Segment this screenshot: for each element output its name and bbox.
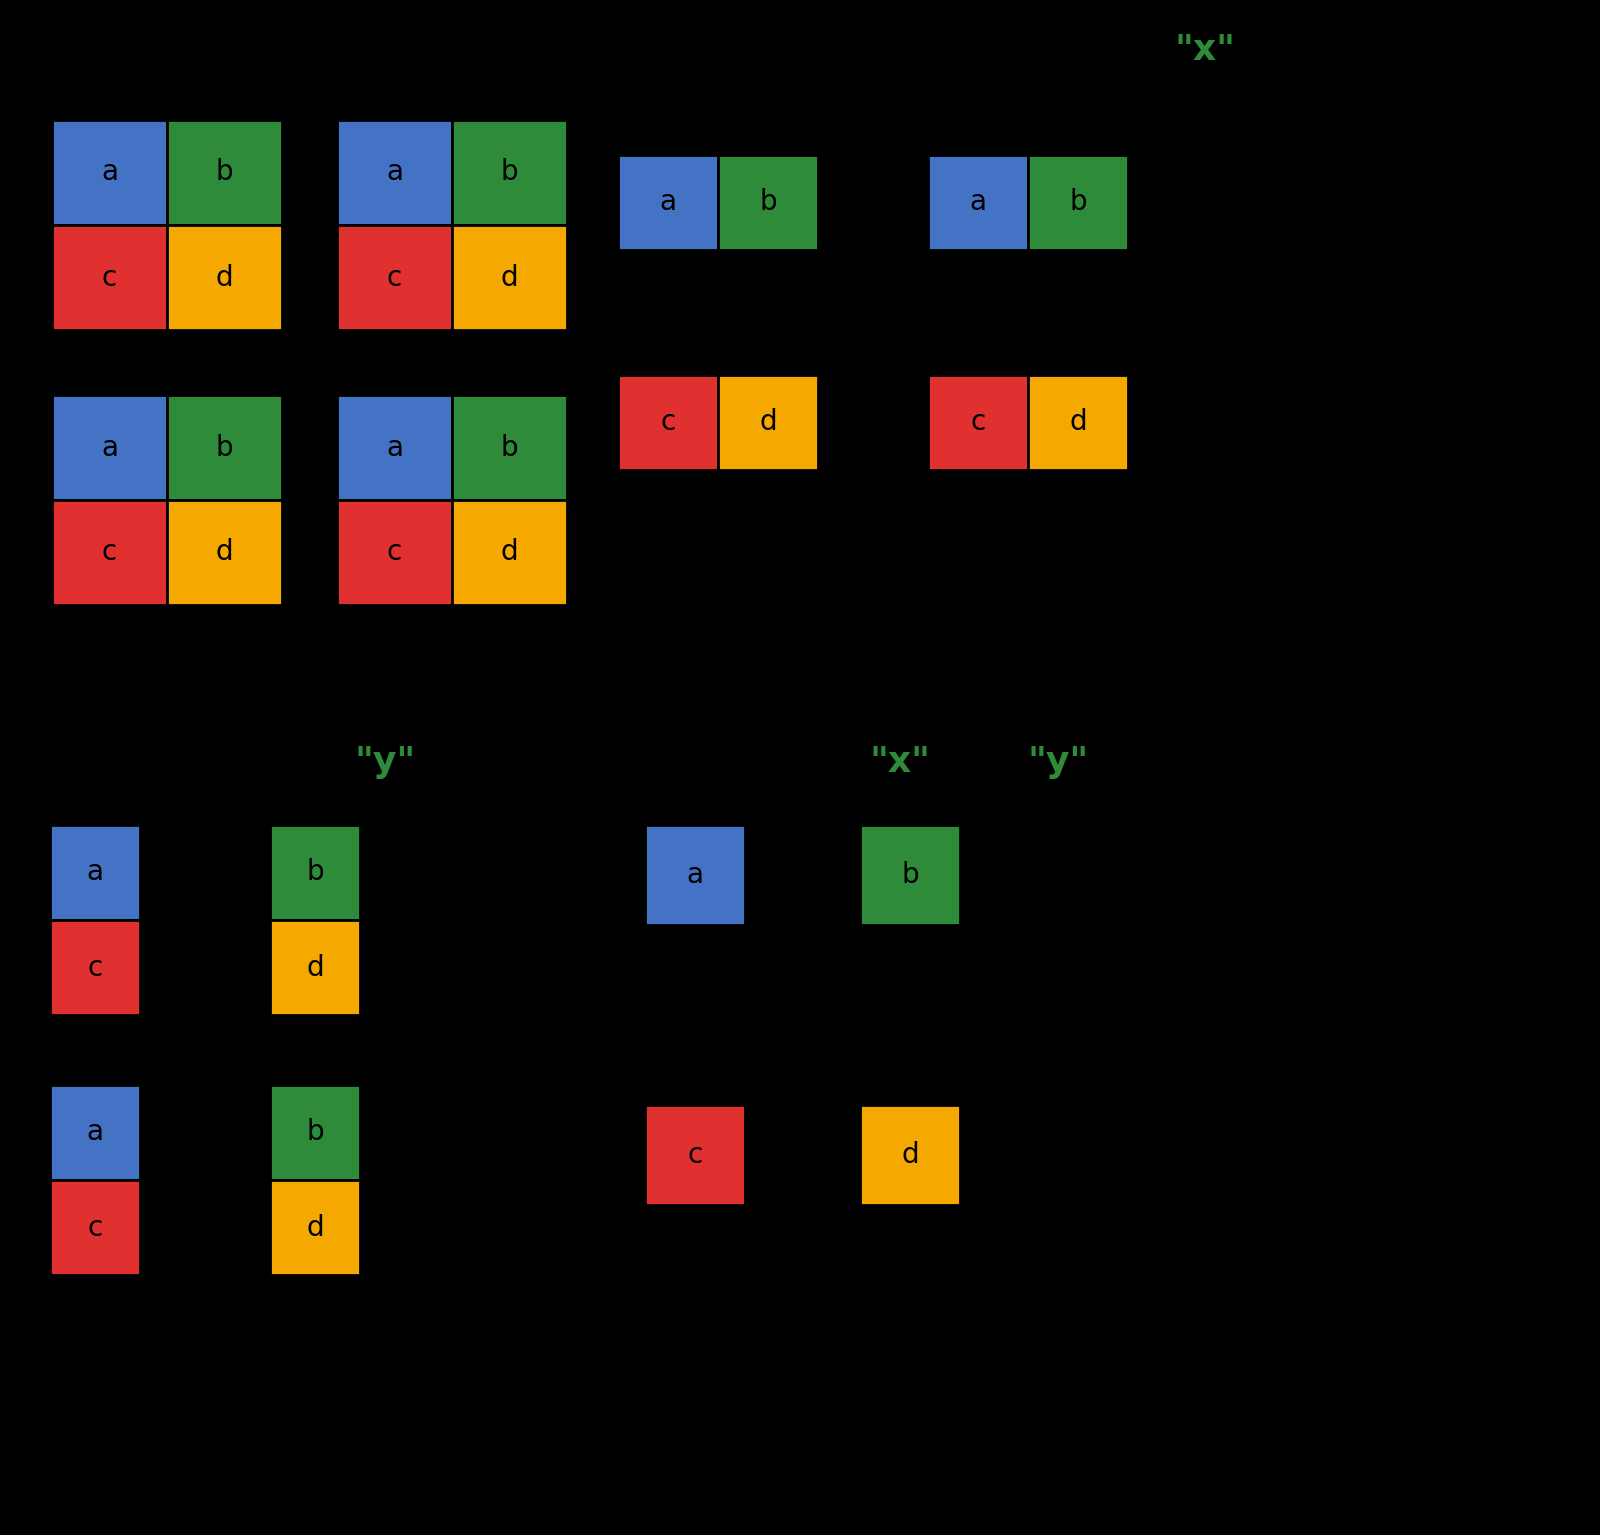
Bar xyxy=(166,226,282,330)
Bar xyxy=(166,120,282,226)
Bar xyxy=(453,394,566,500)
Bar xyxy=(861,824,960,926)
Text: "y": "y" xyxy=(1027,744,1088,778)
Bar xyxy=(453,120,566,226)
Text: a: a xyxy=(970,189,987,216)
Text: c: c xyxy=(102,264,117,292)
Bar xyxy=(928,375,1027,470)
Text: a: a xyxy=(86,858,104,887)
Text: b: b xyxy=(306,1119,323,1147)
Bar xyxy=(618,375,718,470)
Text: c: c xyxy=(88,1214,102,1242)
Text: a: a xyxy=(386,433,403,462)
Text: b: b xyxy=(1069,189,1086,216)
Text: b: b xyxy=(216,433,234,462)
Text: b: b xyxy=(901,861,918,889)
Bar xyxy=(51,120,166,226)
Bar xyxy=(453,226,566,330)
Text: a: a xyxy=(101,158,118,186)
Text: a: a xyxy=(686,861,704,889)
Text: a: a xyxy=(101,433,118,462)
Text: c: c xyxy=(387,539,402,566)
Bar xyxy=(1027,375,1128,470)
Text: b: b xyxy=(501,158,518,186)
Bar xyxy=(50,919,141,1015)
Text: c: c xyxy=(688,1141,702,1170)
Text: b: b xyxy=(216,158,234,186)
Text: c: c xyxy=(102,539,117,566)
Text: d: d xyxy=(1069,408,1086,436)
Text: a: a xyxy=(659,189,677,216)
Text: "y": "y" xyxy=(354,744,416,778)
Bar xyxy=(270,919,360,1015)
Bar xyxy=(861,1105,960,1205)
Bar xyxy=(166,394,282,500)
Bar xyxy=(618,155,718,250)
Text: d: d xyxy=(216,539,234,566)
Text: "x": "x" xyxy=(1174,32,1235,68)
Text: d: d xyxy=(216,264,234,292)
Text: "x": "x" xyxy=(869,744,931,778)
Bar xyxy=(270,1085,360,1180)
Bar xyxy=(338,226,453,330)
Text: b: b xyxy=(758,189,778,216)
Text: a: a xyxy=(386,158,403,186)
Text: b: b xyxy=(306,858,323,887)
Bar xyxy=(338,394,453,500)
Bar xyxy=(645,824,746,926)
Bar xyxy=(50,1085,141,1180)
Bar xyxy=(50,1180,141,1276)
Bar xyxy=(270,1180,360,1276)
Bar xyxy=(51,394,166,500)
Bar xyxy=(718,155,818,250)
Text: c: c xyxy=(661,408,675,436)
Bar xyxy=(453,500,566,605)
Bar xyxy=(51,500,166,605)
Bar xyxy=(166,500,282,605)
Text: d: d xyxy=(306,1214,323,1242)
Text: c: c xyxy=(88,953,102,981)
Bar xyxy=(270,824,360,919)
Text: d: d xyxy=(901,1141,918,1170)
Bar xyxy=(338,500,453,605)
Text: d: d xyxy=(501,539,518,566)
Bar xyxy=(50,824,141,919)
Bar xyxy=(718,375,818,470)
Text: d: d xyxy=(306,953,323,981)
Text: d: d xyxy=(501,264,518,292)
Bar xyxy=(338,120,453,226)
Text: a: a xyxy=(86,1119,104,1147)
Bar xyxy=(645,1105,746,1205)
Bar xyxy=(928,155,1027,250)
Bar xyxy=(51,226,166,330)
Text: d: d xyxy=(758,408,778,436)
Text: c: c xyxy=(387,264,402,292)
Text: c: c xyxy=(970,408,986,436)
Bar xyxy=(1027,155,1128,250)
Text: b: b xyxy=(501,433,518,462)
